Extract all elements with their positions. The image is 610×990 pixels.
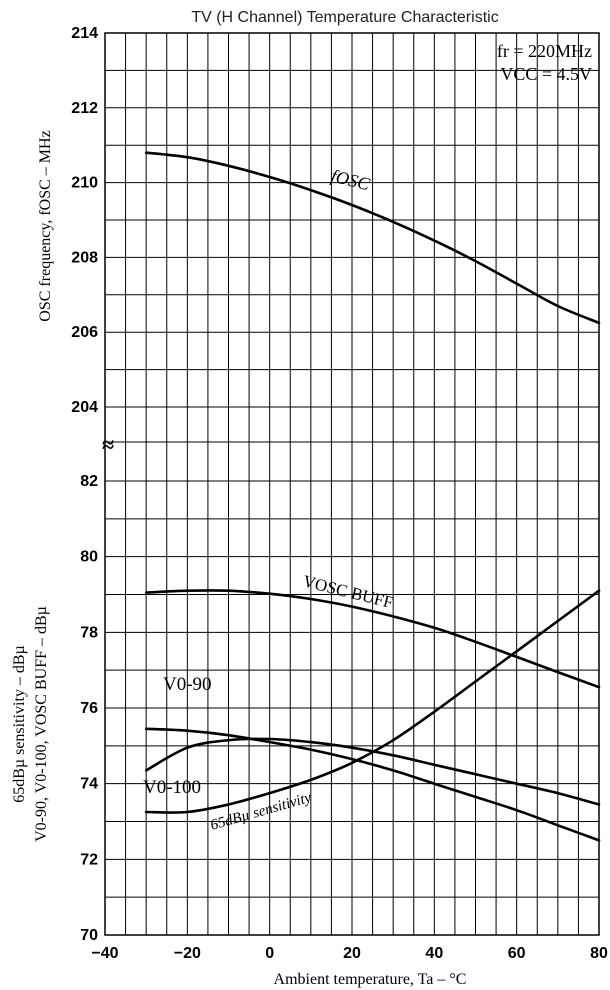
lower-y-tick-label: 80 xyxy=(80,549,98,566)
upper-y-tick-label: 210 xyxy=(71,175,98,192)
condition-frequency: fr = 220MHz xyxy=(497,41,592,61)
x-axis-label: Ambient temperature, Ta – °C xyxy=(274,971,467,988)
gridlines xyxy=(104,32,600,936)
x-tick-labels: −40 −20 0 20 40 60 80 xyxy=(91,945,608,962)
x-tick-label: 40 xyxy=(425,945,443,962)
upper-y-tick-label: 204 xyxy=(71,399,98,416)
plot-frame xyxy=(104,32,600,936)
lower-y-tick-label: 78 xyxy=(80,624,98,641)
lower-y-axis-label-line1: 65dBµ sensitivity – dBµ xyxy=(11,645,28,803)
upper-y-tick-label: 208 xyxy=(71,249,98,266)
condition-vcc: VCC = 4.5V xyxy=(500,64,592,84)
upper-y-tick-labels: 214 212 210 208 206 204 xyxy=(71,25,98,416)
series-label-v0-90: V0-90 xyxy=(163,674,212,695)
x-tick-label: 0 xyxy=(265,945,274,962)
chart-title: TV (H Channel) Temperature Characteristi… xyxy=(191,9,498,26)
lower-y-axis-label-line2: V0-90, V0-100, VOSC BUFF – dBµ xyxy=(33,606,50,842)
series-line-65db-sensitivity xyxy=(144,589,601,814)
series-lines xyxy=(144,151,601,842)
x-tick-label: 20 xyxy=(343,945,361,962)
series-label-fosc: fOSC xyxy=(329,165,373,194)
lower-y-tick-labels: 82 80 78 76 74 72 70 xyxy=(80,473,98,944)
upper-y-axis-label: OSC frequency, fOSC – MHz xyxy=(37,130,54,321)
lower-y-tick-label: 70 xyxy=(80,927,98,944)
series-line-v0-90 xyxy=(144,727,601,842)
series-line-fosc xyxy=(144,151,601,325)
series-label-v0-100: V0-100 xyxy=(143,777,201,798)
x-tick-label: −40 xyxy=(91,945,118,962)
lower-y-tick-label: 74 xyxy=(80,776,98,793)
x-tick-label: 60 xyxy=(508,945,526,962)
x-tick-label: 80 xyxy=(590,945,608,962)
lower-y-tick-label: 72 xyxy=(80,851,98,868)
upper-y-tick-label: 214 xyxy=(71,25,98,42)
axis-break-symbol: ≈ xyxy=(102,432,114,457)
x-tick-label: −20 xyxy=(174,945,201,962)
upper-y-tick-label: 212 xyxy=(71,100,98,117)
upper-y-tick-label: 206 xyxy=(71,324,98,341)
series-line-vosc-buff xyxy=(144,589,601,689)
lower-y-tick-label: 82 xyxy=(80,473,98,490)
lower-y-tick-label: 76 xyxy=(80,700,98,717)
